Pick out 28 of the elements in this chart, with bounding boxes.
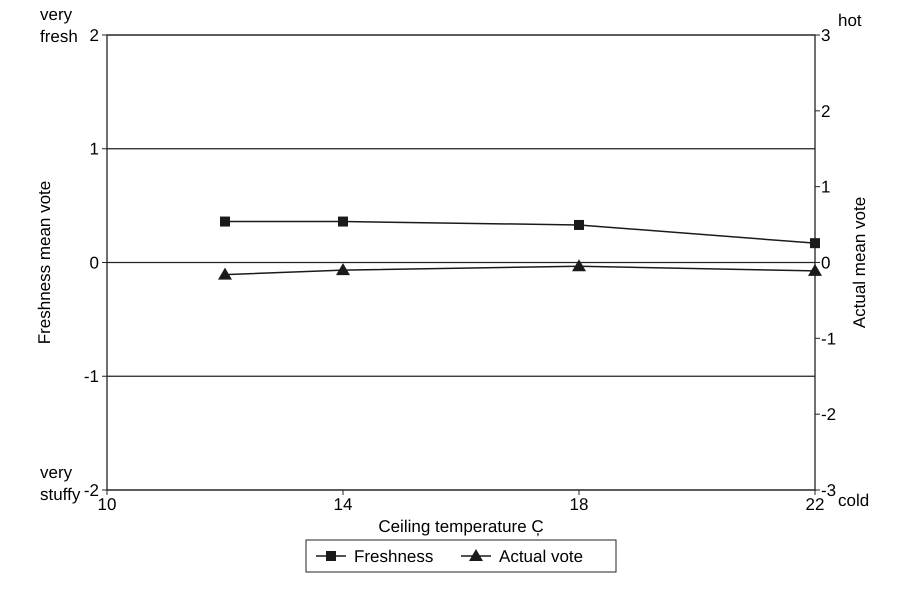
point <box>338 216 348 227</box>
y2-tick-label: -2 <box>821 405 836 424</box>
text: very stuffy <box>40 463 81 504</box>
legend-label: Freshness <box>354 546 434 566</box>
y-tick-label: 0 <box>90 253 99 272</box>
x-tick-label: 22 <box>806 495 824 514</box>
legend-label: Actual vote <box>499 546 584 566</box>
y2-tick-label: 0 <box>821 253 830 272</box>
x-tick-label: 14 <box>334 495 352 514</box>
y-axis-title: Freshness mean vote <box>35 180 54 344</box>
text: cold <box>838 490 870 510</box>
x-tick-label: 18 <box>570 495 588 514</box>
x-axis-title: Ceiling temperature C̦ <box>378 517 544 536</box>
y2-tick-label: 3 <box>821 26 830 45</box>
point <box>574 220 584 230</box>
y-tick-label: -2 <box>84 480 99 500</box>
y2-tick-label: -1 <box>821 329 836 348</box>
y2-tick-label: 2 <box>821 102 830 121</box>
y-tick-label: 2 <box>90 26 99 45</box>
point <box>810 238 820 248</box>
y-tick-label: 1 <box>90 140 99 159</box>
y-tick-label: -1 <box>84 367 99 386</box>
point <box>220 216 230 227</box>
y2-tick-label: 1 <box>821 178 830 197</box>
y2-axis-title: Actual mean vote <box>850 196 869 328</box>
text: hot <box>838 10 862 30</box>
text: very fresh <box>40 5 78 46</box>
x-tick-label: 10 <box>98 495 116 514</box>
